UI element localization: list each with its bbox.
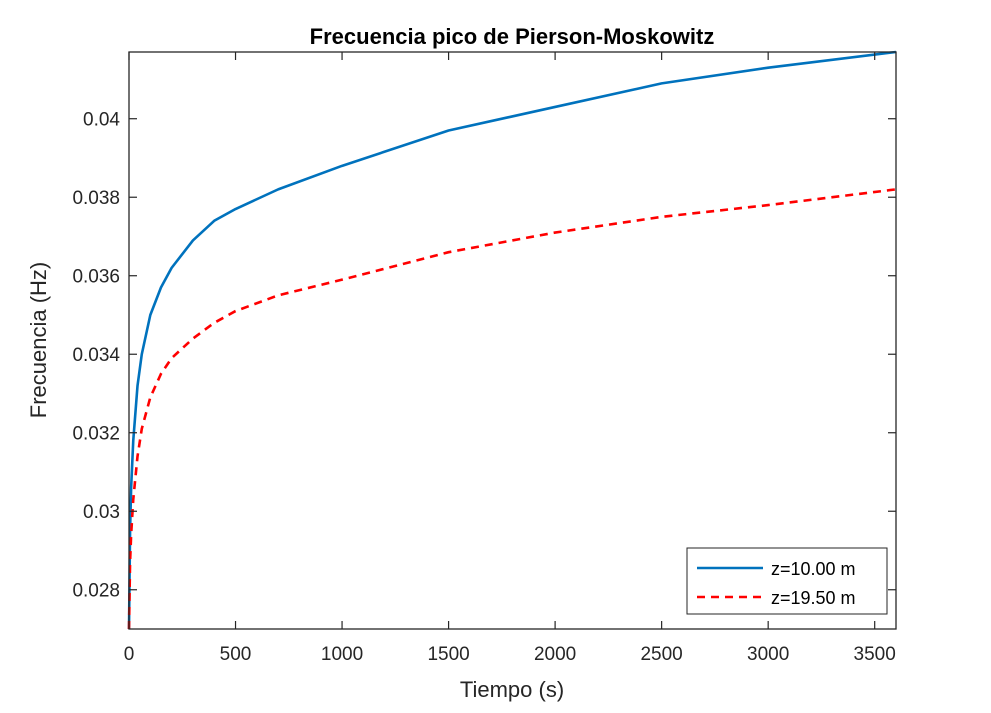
x-tick-label: 2000 xyxy=(534,644,576,665)
x-tick-label: 3000 xyxy=(747,644,789,665)
x-tick-label: 500 xyxy=(220,644,252,665)
ticks-layer: 0 500 1000 1500 2000 2500 3000 3500 0.028 0.03 0.0… xyxy=(72,52,896,665)
y-tick-label: 0.034 xyxy=(72,345,120,366)
x-tick-label: 0 xyxy=(124,644,135,665)
y-tick-label: 0.036 xyxy=(72,267,120,288)
chart-title: Frecuencia pico de Pierson-Moskowitz xyxy=(310,24,715,49)
x-tick-label: 2500 xyxy=(640,644,682,665)
y-tick-label: 0.03 xyxy=(83,502,120,523)
y-tick-label: 0.032 xyxy=(72,424,120,445)
y-axis-label: Frecuencia (Hz) xyxy=(26,262,51,418)
x-tick-label: 1500 xyxy=(427,644,469,665)
legend-box xyxy=(686,547,888,615)
y-tick-label: 0.028 xyxy=(72,581,120,602)
x-tick-label: 3500 xyxy=(854,644,896,665)
plot-area-background xyxy=(129,52,896,629)
legend-label-z19: z=19.50 m xyxy=(771,588,856,608)
legend: z=10.00 m z=19.50 m xyxy=(686,547,888,615)
series-line-z10 xyxy=(127,50,897,630)
y-tick-label: 0.04 xyxy=(83,110,120,131)
legend-label-z10: z=10.00 m xyxy=(771,559,856,579)
plot-area-border xyxy=(128,51,897,630)
series-layer xyxy=(127,50,897,630)
x-tick-label: 1000 xyxy=(321,644,363,665)
y-tick-label: 0.038 xyxy=(72,188,120,209)
series-line-z19 xyxy=(127,188,897,630)
x-axis-label: Tiempo (s) xyxy=(460,677,564,702)
